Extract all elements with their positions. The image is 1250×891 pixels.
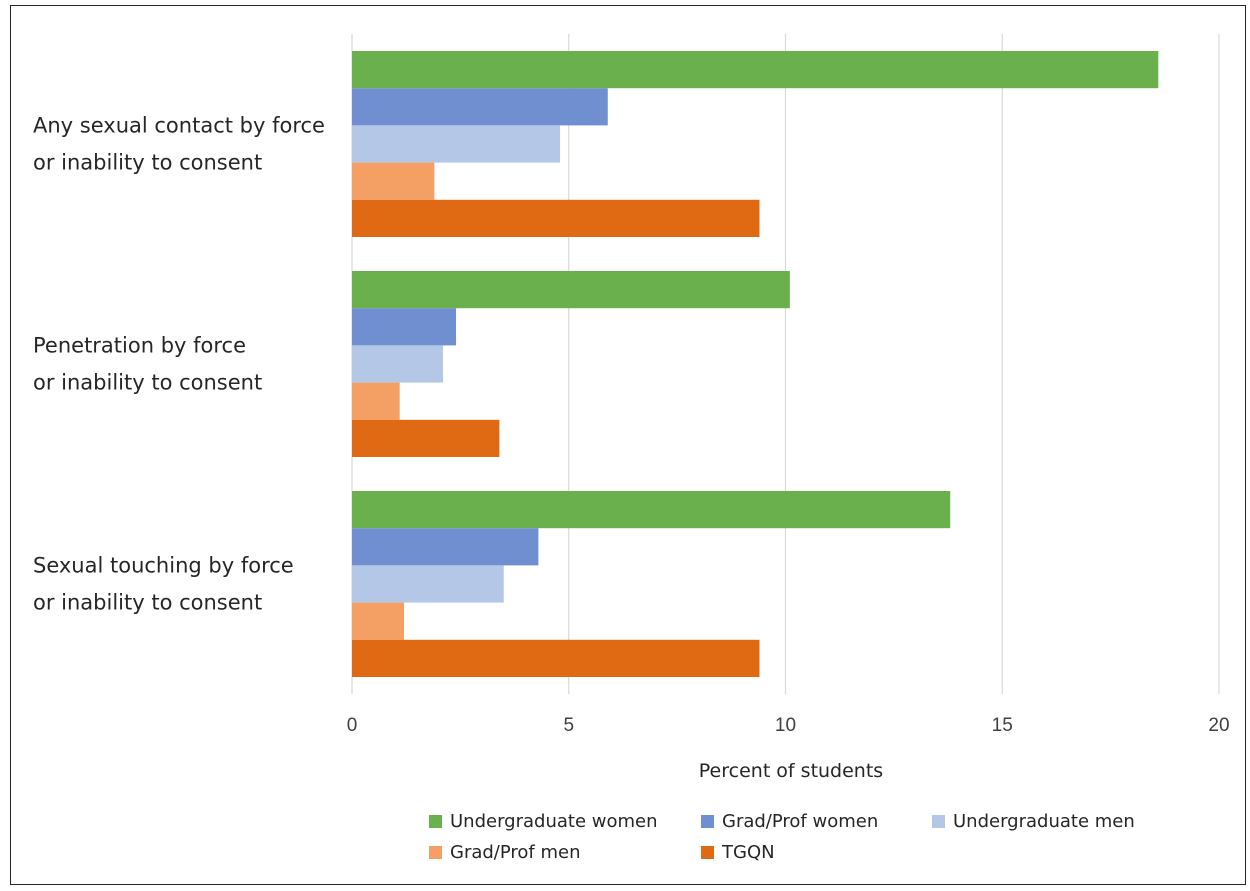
x-tick-label: 10 bbox=[775, 715, 796, 736]
legend-label-undergraduate-women: Undergraduate women bbox=[450, 811, 658, 832]
bar-undergraduate-men bbox=[352, 125, 561, 163]
x-tick-label: 20 bbox=[1208, 715, 1229, 736]
bar-undergraduate-women bbox=[352, 271, 790, 309]
x-tick-labels: 0 5 10 15 20 bbox=[347, 715, 1230, 736]
x-tick-label: 5 bbox=[563, 715, 574, 736]
bar-undergraduate-women bbox=[352, 51, 1159, 89]
bar-undergraduate-women bbox=[352, 491, 951, 529]
bars bbox=[352, 51, 1159, 677]
bar-undergraduate-men bbox=[352, 345, 444, 383]
legend-swatch-tgqn bbox=[701, 846, 714, 859]
legend-label-grad-prof-men: Grad/Prof men bbox=[450, 842, 581, 863]
x-axis-title: Percent of students bbox=[699, 760, 883, 782]
legend-label-grad-prof-women: Grad/Prof women bbox=[722, 811, 878, 832]
bar-grad-prof-women bbox=[352, 88, 608, 126]
category-label: Sexual touching by force bbox=[33, 554, 294, 578]
bar-grad-prof-men bbox=[352, 162, 435, 200]
x-tick-label: 15 bbox=[992, 715, 1013, 736]
category-label: Any sexual contact by force bbox=[33, 114, 325, 138]
legend-label-tgqn: TGQN bbox=[721, 842, 775, 863]
legend: Undergraduate women Grad/Prof women Underg… bbox=[429, 811, 1135, 863]
x-tick-label: 0 bbox=[347, 715, 358, 736]
bar-grad-prof-men bbox=[352, 602, 405, 640]
bar-tgqn bbox=[352, 419, 500, 457]
category-labels: Any sexual contact by force or inability … bbox=[33, 114, 325, 615]
legend-swatch-undergraduate-women bbox=[429, 815, 442, 828]
bar-grad-prof-women bbox=[352, 308, 457, 346]
bar-undergraduate-men bbox=[352, 565, 504, 603]
category-label: Penetration by force bbox=[33, 334, 246, 358]
legend-swatch-grad-prof-women bbox=[701, 815, 714, 828]
legend-swatch-grad-prof-men bbox=[429, 846, 442, 859]
legend-label-undergraduate-men: Undergraduate men bbox=[953, 811, 1135, 832]
chart-area: Any sexual contact by force or inability … bbox=[10, 5, 1246, 885]
category-label: or inability to consent bbox=[33, 151, 262, 175]
bar-chart: Any sexual contact by force or inability … bbox=[33, 34, 1230, 863]
bar-tgqn bbox=[352, 639, 760, 677]
category-label: or inability to consent bbox=[33, 591, 262, 615]
bar-tgqn bbox=[352, 199, 760, 237]
bar-grad-prof-men bbox=[352, 382, 400, 420]
legend-swatch-undergraduate-men bbox=[932, 815, 945, 828]
bar-grad-prof-women bbox=[352, 528, 539, 566]
category-label: or inability to consent bbox=[33, 371, 262, 395]
